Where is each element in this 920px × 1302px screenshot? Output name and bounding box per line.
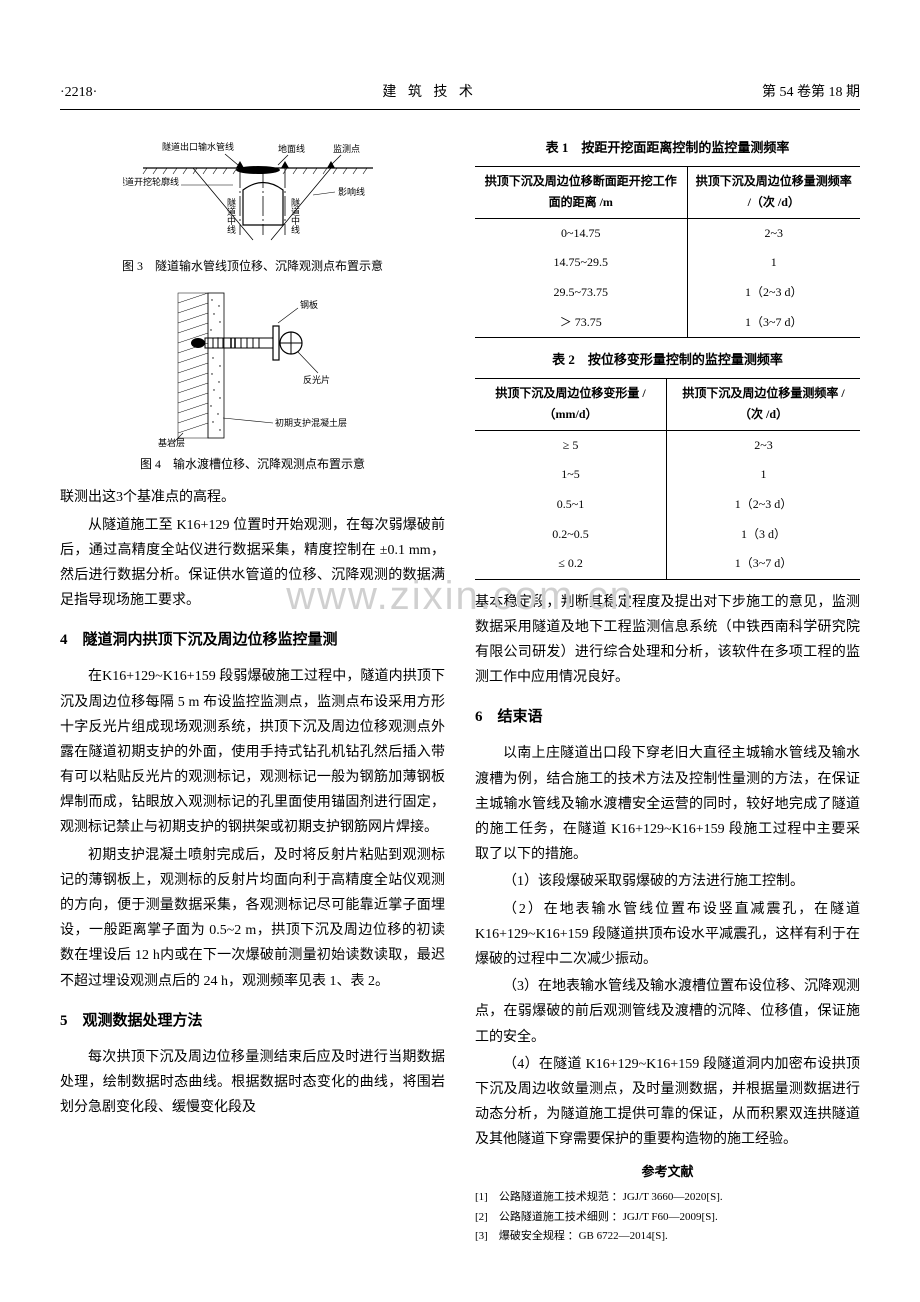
section-4-title: 4 隧道洞内拱顶下沉及周边位移监控量测 — [60, 627, 445, 654]
fig3-label-ground: 地面线 — [278, 143, 305, 154]
table-row: ＞ 73.751（3~7 d） — [475, 308, 860, 338]
table-cell: 0.2~0.5 — [475, 520, 667, 550]
table-1-title: 表 1 按距开挖面距离控制的监控量测频率 — [475, 136, 860, 159]
table-cell: 1~5 — [475, 460, 667, 490]
reference-item: [1] 公路隧道施工技术规范 ：JGJ/T 3660—2020[S]. — [475, 1188, 860, 1208]
table-cell: 1 — [667, 460, 860, 490]
left-p2: 从隧道施工至 K16+129 位置时开始观测，在每次弱爆破前后，通过高精度全站仪… — [60, 513, 445, 614]
table-cell: 2~3 — [667, 430, 860, 460]
left-p1: 联测出这3个基准点的高程。 — [60, 485, 445, 510]
fig4-label-rock: 基岩层 — [158, 437, 185, 448]
section-6-title: 6 结束语 — [475, 704, 860, 731]
left-p4: 初期支护混凝土喷射完成后，及时将反射片粘贴到观测标记的薄钢板上，观测标的反射片均… — [60, 843, 445, 994]
fig3-label-monitor: 监测点 — [333, 143, 360, 154]
reference-item: [2] 公路隧道施工技术细则 ：JGJ/T F60—2009[S]. — [475, 1208, 860, 1228]
table-cell: ≥ 5 — [475, 430, 667, 460]
issue-info: 第 54 卷第 18 期 — [762, 80, 860, 105]
references-title: 参考文献 — [475, 1160, 860, 1183]
t1-header-1: 拱顶下沉及周边位移量测频率 /（次 /d） — [687, 166, 860, 218]
fig4-label-steel: 钢板 — [300, 299, 318, 310]
left-p3: 在K16+129~K16+159 段弱爆破施工过程中，隧道内拱顶下沉及周边位移每… — [60, 664, 445, 840]
figure-3: 隧道出口输水管线 地面线 监测点 — [60, 140, 445, 278]
table-cell: 0.5~1 — [475, 490, 667, 520]
table-row: ≤ 0.21（3~7 d） — [475, 549, 860, 579]
table-cell: 1（3~7 d） — [667, 549, 860, 579]
table-row: 29.5~73.751（2~3 d） — [475, 278, 860, 308]
figure-4: 钢板 反光片 初期支护混凝土层 基岩层 图 4 输水渡槽位移、沉降观测点布置示意 — [60, 288, 445, 476]
right-p1: 基本稳定段，判断其稳定程度及提出对下步施工的意见，监测数据采用隧道及地下工程监测… — [475, 590, 860, 691]
table-cell: 1（3~7 d） — [687, 308, 860, 338]
table-cell: 1 — [687, 248, 860, 278]
figure-4-svg: 钢板 反光片 初期支护混凝土层 基岩层 — [143, 288, 363, 448]
fig3-label-outline: 隧道开挖轮廓线 — [123, 176, 179, 187]
table-row: 14.75~29.51 — [475, 248, 860, 278]
figure-3-svg: 隧道出口输水管线 地面线 监测点 — [123, 140, 383, 250]
figure-3-caption: 图 3 隧道输水管线顶位移、沉降观测点布置示意 — [60, 256, 445, 278]
t2-header-0: 拱顶下沉及周边位移变形量 /（mm/d） — [475, 378, 667, 430]
table-cell: ＞ 73.75 — [475, 308, 687, 338]
right-p5: （3）在地表输水管线及输水渡槽位置布设位移、沉降观测点，在弱爆破的前后观测管线及… — [475, 974, 860, 1050]
fig3-label-center1: 隧道中线 — [226, 197, 236, 234]
page-header: ·2218· 建 筑 技 术 第 54 卷第 18 期 — [60, 80, 860, 110]
page-number: ·2218· — [60, 80, 97, 105]
table-2: 拱顶下沉及周边位移变形量 /（mm/d） 拱顶下沉及周边位移量测频率 /（次 /… — [475, 378, 860, 580]
section-5-title: 5 观测数据处理方法 — [60, 1008, 445, 1035]
table-row: ≥ 52~3 — [475, 430, 860, 460]
fig3-label-center2: 隧道中线 — [290, 197, 300, 234]
right-p2: 以南上庄隧道出口段下穿老旧大直径主城输水管线及输水渡槽为例，结合施工的技术方法及… — [475, 741, 860, 867]
table-cell: 0~14.75 — [475, 218, 687, 248]
table-row: 0.2~0.51（3 d） — [475, 520, 860, 550]
table-row: 0~14.752~3 — [475, 218, 860, 248]
right-p4: （2）在地表输水管线位置布设竖直减震孔，在隧道 K16+129~K16+159 … — [475, 897, 860, 973]
reference-item: [3] 爆破安全规程 ：GB 6722—2014[S]. — [475, 1227, 860, 1247]
content-columns: 隧道出口输水管线 地面线 监测点 — [60, 130, 860, 1247]
table-cell: 1（3 d） — [667, 520, 860, 550]
right-column: 表 1 按距开挖面距离控制的监控量测频率 拱顶下沉及周边位移断面距开挖工作面的距… — [475, 130, 860, 1247]
references-list: [1] 公路隧道施工技术规范 ：JGJ/T 3660—2020[S].[2] 公… — [475, 1188, 860, 1247]
t1-header-0: 拱顶下沉及周边位移断面距开挖工作面的距离 /m — [475, 166, 687, 218]
journal-title: 建 筑 技 术 — [382, 80, 477, 105]
figure-4-caption: 图 4 输水渡槽位移、沉降观测点布置示意 — [60, 454, 445, 476]
fig3-label-pipe: 隧道出口输水管线 — [161, 141, 233, 152]
table-cell: 14.75~29.5 — [475, 248, 687, 278]
right-p6: （4）在隧道 K16+129~K16+159 段隧道洞内加密布设拱顶下沉及周边收… — [475, 1052, 860, 1153]
table-cell: 2~3 — [687, 218, 860, 248]
fig3-label-influence: 影响线 — [338, 186, 365, 197]
table-1: 拱顶下沉及周边位移断面距开挖工作面的距离 /m 拱顶下沉及周边位移量测频率 /（… — [475, 166, 860, 339]
t2-header-1: 拱顶下沉及周边位移量测频率 /（次 /d） — [667, 378, 860, 430]
table-cell: 1（2~3 d） — [667, 490, 860, 520]
right-p3: （1）该段爆破采取弱爆破的方法进行施工控制。 — [475, 869, 860, 894]
table-2-title: 表 2 按位移变形量控制的监控量测频率 — [475, 348, 860, 371]
table-row: 1~51 — [475, 460, 860, 490]
left-column: 隧道出口输水管线 地面线 监测点 — [60, 130, 445, 1247]
fig4-label-reflector: 反光片 — [303, 374, 330, 385]
table-cell: ≤ 0.2 — [475, 549, 667, 579]
fig4-label-concrete: 初期支护混凝土层 — [275, 417, 347, 428]
table-row: 0.5~11（2~3 d） — [475, 490, 860, 520]
table-cell: 1（2~3 d） — [687, 278, 860, 308]
left-p5: 每次拱顶下沉及周边位移量测结束后应及时进行当期数据处理，绘制数据时态曲线。根据数… — [60, 1045, 445, 1121]
table-cell: 29.5~73.75 — [475, 278, 687, 308]
